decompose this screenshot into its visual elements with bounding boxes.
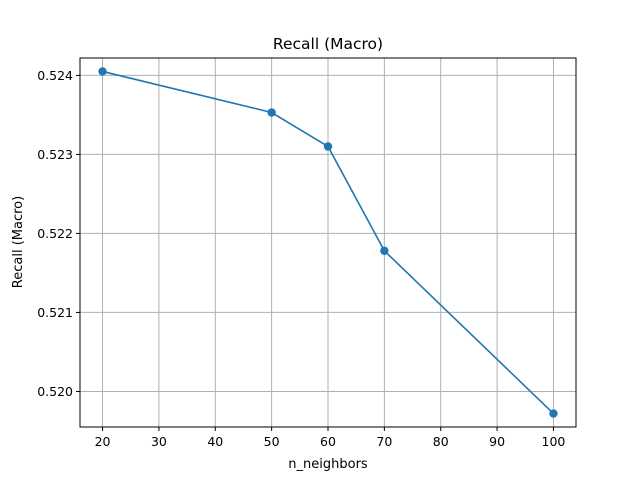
- data-point: [323, 142, 333, 151]
- data-point: [98, 67, 107, 76]
- y-tick-label: 0.521: [37, 305, 73, 320]
- data-point: [549, 409, 558, 418]
- grid: [80, 58, 576, 427]
- x-tick-label: 100: [542, 434, 566, 449]
- x-tick-label: 80: [433, 434, 449, 449]
- x-tick-label: 50: [264, 434, 280, 449]
- x-axis-label: n_neighbors: [288, 457, 368, 472]
- y-tick-label: 0.524: [37, 68, 73, 83]
- series-layer: [98, 67, 558, 418]
- x-tick-label: 30: [151, 434, 167, 449]
- y-tick-label: 0.522: [37, 226, 73, 241]
- data-point: [267, 108, 276, 117]
- data-point: [380, 246, 389, 255]
- x-tick-label: 60: [320, 434, 336, 449]
- chart-title: Recall (Macro): [273, 35, 383, 53]
- y-tick-label: 0.523: [37, 147, 73, 162]
- y-axis-label: Recall (Macro): [11, 196, 26, 288]
- y-axis: 0.520 0.521 0.522 0.523 0.524: [37, 68, 80, 399]
- x-tick-label: 20: [95, 434, 111, 449]
- x-axis: 20 30 40 50 60 70 80 90 100: [95, 427, 566, 449]
- x-tick-label: 90: [489, 434, 505, 449]
- x-tick-label: 70: [376, 434, 392, 449]
- y-tick-label: 0.520: [37, 384, 73, 399]
- x-tick-label: 40: [207, 434, 223, 449]
